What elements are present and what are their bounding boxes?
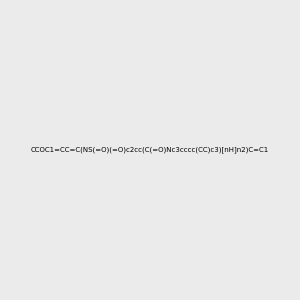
- Text: CCOC1=CC=C(NS(=O)(=O)c2cc(C(=O)Nc3cccc(CC)c3)[nH]n2)C=C1: CCOC1=CC=C(NS(=O)(=O)c2cc(C(=O)Nc3cccc(C…: [31, 147, 269, 153]
